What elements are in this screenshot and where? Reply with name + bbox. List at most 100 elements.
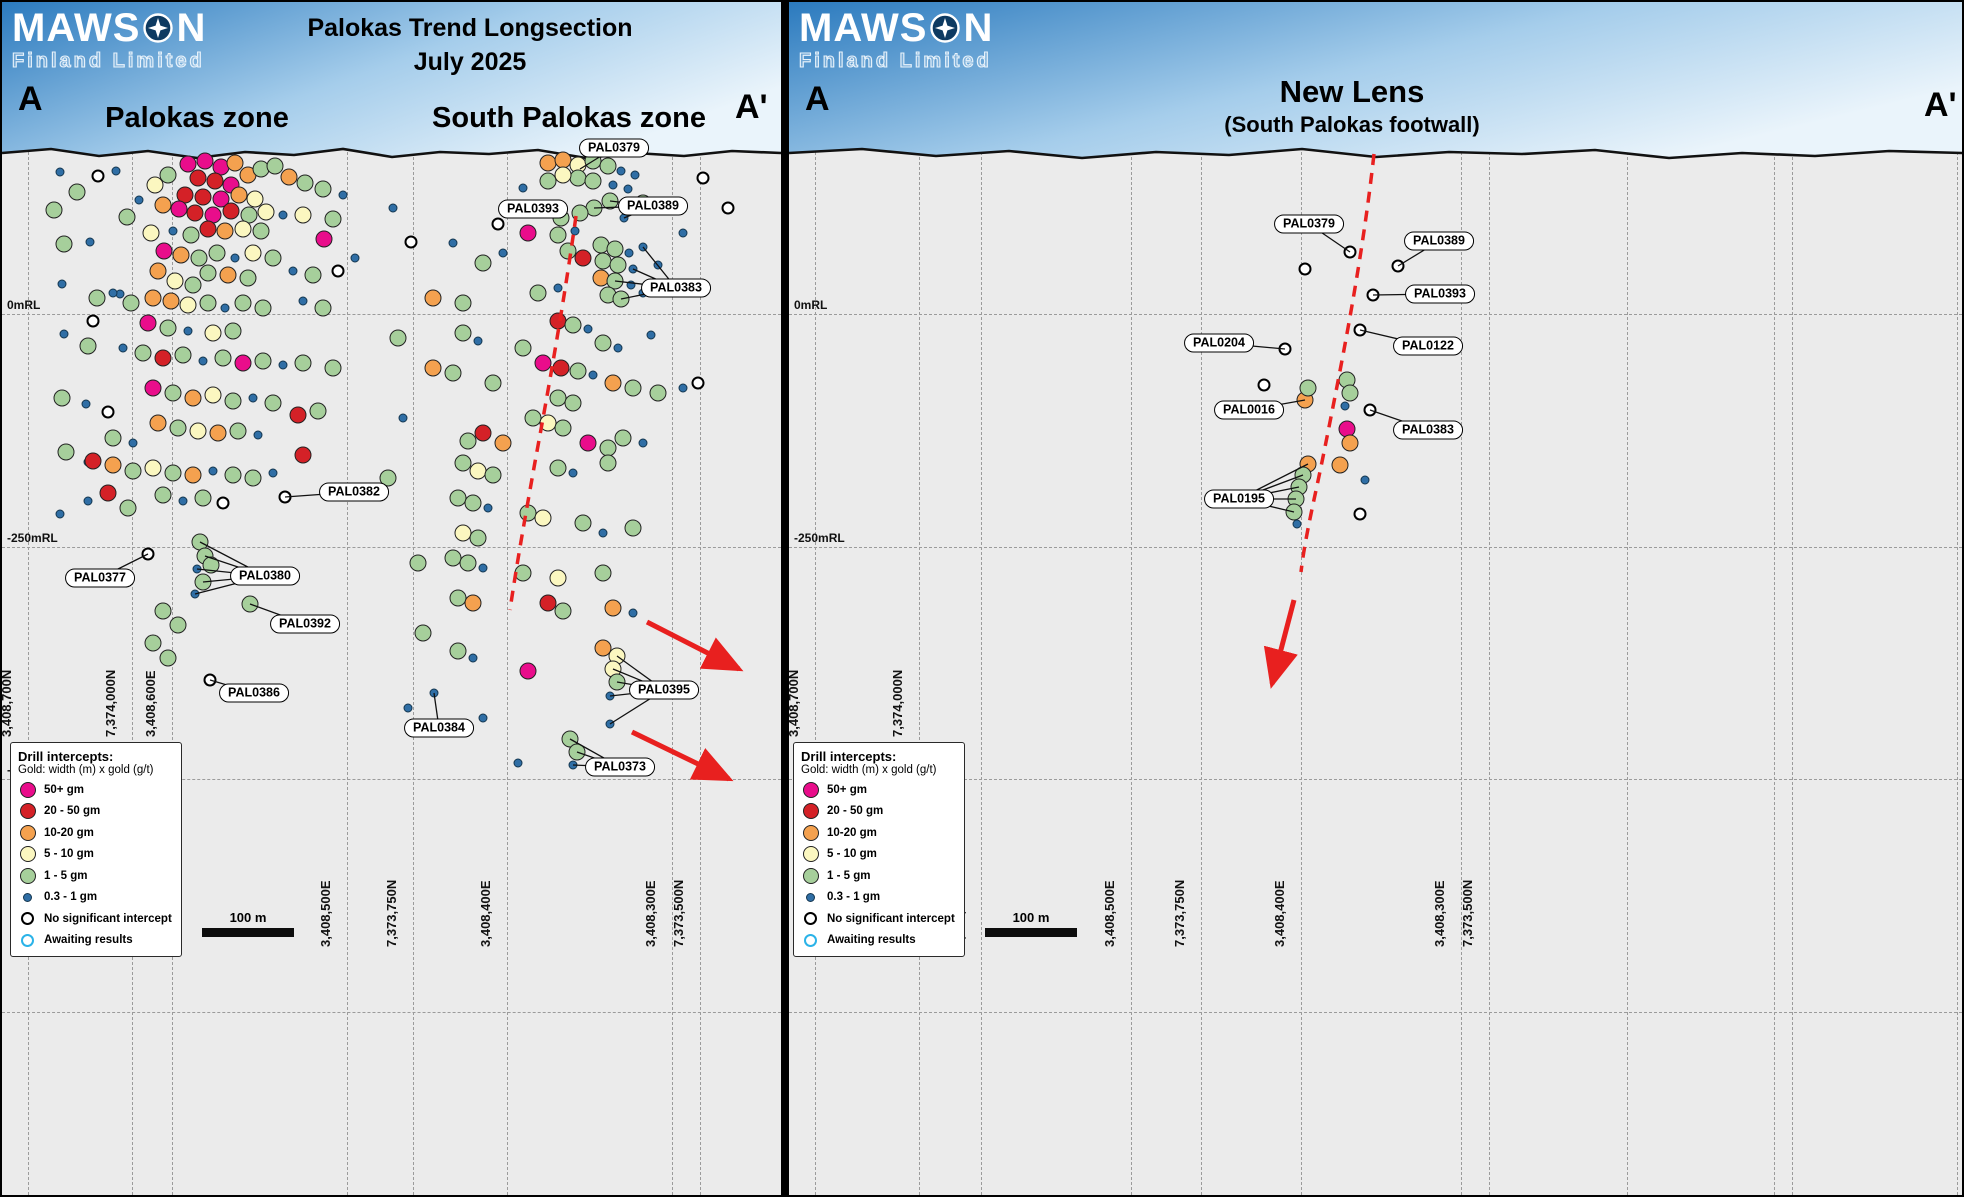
legend-swatch-g (802, 867, 819, 884)
legend-swatch-slot (801, 781, 820, 798)
intercept-dot-g (459, 554, 477, 572)
intercept-dot-g (244, 469, 262, 487)
legend-item-label: 50+ gm (827, 783, 867, 796)
section-marker-a-prime: A' (1924, 86, 1957, 124)
intercept-dot-g (55, 235, 73, 253)
intercept-dot-g (118, 208, 136, 226)
intercept-dot-g (474, 254, 492, 272)
intercept-dot-y (204, 324, 222, 342)
intercept-dot-b (483, 503, 493, 513)
intercept-dot-b (55, 509, 65, 519)
intercept-dot-b (278, 360, 288, 370)
intercept-dot-b (628, 608, 638, 618)
legend-items: 50+ gm 20 - 50 gm 10-20 gm 5 - 10 gm 1 - 5 g… (801, 779, 957, 951)
intercept-dot-y (257, 203, 275, 221)
intercept-dot-g (389, 329, 407, 347)
intercept-dot-m (196, 152, 214, 170)
intercept-dot-w (91, 169, 105, 183)
legend-item-label: No significant intercept (827, 912, 955, 925)
legend-swatch-slot (18, 824, 37, 841)
grid-line-vertical (507, 142, 508, 1195)
grid-line-vertical (1774, 142, 1775, 1195)
intercept-dot-r (186, 204, 204, 222)
logo-wordmark: MAWS N (799, 8, 993, 48)
intercept-dot-b (616, 166, 626, 176)
intercept-dot-o (162, 292, 180, 310)
figure-title-line2: July 2025 (413, 47, 527, 76)
elevation-label: -250mRL (7, 531, 58, 545)
legend-item-label: Awaiting results (827, 934, 916, 947)
drillhole-label: PAL0383 (641, 278, 711, 298)
drillhole-label: PAL0380 (230, 566, 300, 586)
legend-swatch-o (19, 824, 36, 841)
intercept-dot-g (224, 392, 242, 410)
grid-line-horizontal (2, 547, 781, 548)
intercept-dot-g (119, 499, 137, 517)
legend-swatch-b (23, 892, 32, 902)
scale-bar-label: 100 m (229, 910, 267, 925)
intercept-dot-g (254, 299, 272, 317)
grid-line-vertical (1957, 142, 1958, 1195)
intercept-dot-w (216, 496, 230, 510)
intercept-dot-b (478, 713, 488, 723)
legend-item: 50+ gm (18, 779, 174, 801)
intercept-dot-o (594, 639, 612, 657)
elevation-label: -250mRL (794, 531, 845, 545)
intercept-dot-o (226, 154, 244, 172)
logo-text-suffix: N (963, 6, 994, 50)
intercept-dot-b (613, 343, 623, 353)
legend-item-label: 20 - 50 gm (827, 805, 884, 818)
legend-title: Drill intercepts: (18, 749, 114, 764)
intercept-dot-m (155, 242, 173, 260)
drill-intercepts-layer (2, 2, 781, 1195)
intercept-dot-o (464, 594, 482, 612)
intercept-dot-b (624, 248, 634, 258)
intercept-dot-g (444, 364, 462, 382)
intercept-dot-g (45, 201, 63, 219)
intercept-dot-g (324, 359, 342, 377)
intercept-dot-b (678, 228, 688, 238)
intercept-dot-b (638, 438, 648, 448)
legend-swatch-slot (801, 824, 820, 841)
compass-icon (143, 13, 174, 43)
legend-item: Awaiting results (18, 930, 174, 952)
grid-line-vertical (172, 142, 173, 1195)
legend-swatch-y (802, 846, 819, 863)
intercept-dot-g (454, 454, 472, 472)
intercept-dot-r (194, 188, 212, 206)
legend-swatch-g (19, 867, 36, 884)
grid-line-vertical (347, 142, 348, 1195)
intercept-dot-o (144, 289, 162, 307)
legend-swatch-y (19, 846, 36, 863)
intercept-dot-b (208, 466, 218, 476)
intercept-dot-g (264, 394, 282, 412)
legend: Drill intercepts: Gold: width (m) x gold… (10, 742, 182, 957)
elevation-label: 0mRL (7, 298, 41, 312)
intercept-dot-b (608, 180, 618, 190)
drillhole-label: PAL0379 (579, 138, 649, 158)
grid-line-vertical (981, 142, 982, 1195)
scale-bar-rect (985, 928, 1077, 937)
intercept-dot-g (454, 294, 472, 312)
intercept-dot-g (214, 349, 232, 367)
intercept-dot-m (315, 230, 333, 248)
legend-item: 10-20 gm (801, 822, 957, 844)
legend-swatch-b (806, 892, 815, 902)
zone-label-new-lens: New Lens (1279, 74, 1425, 109)
legend-swatch-w (804, 912, 817, 926)
intercept-dot-o (424, 359, 442, 377)
intercept-dot-w (331, 264, 345, 278)
panel-palokas-longsection: 0mRL-250mRL-500mRL3,408,700N7,374,000N3,… (2, 2, 781, 1195)
intercept-dot-g (449, 642, 467, 660)
legend-swatch-slot (801, 803, 820, 820)
legend-swatch-slot (801, 846, 820, 863)
intercept-dot-w (691, 376, 705, 390)
intercept-dot-g (124, 462, 142, 480)
intercept-dot-g (484, 466, 502, 484)
legend-item: No significant intercept (18, 908, 174, 930)
intercept-dot-b (57, 279, 67, 289)
drillhole-labels-layer: PAL0379 PAL0393 PAL0389 PAL0383 PAL0382 PAL03… (2, 2, 781, 1195)
legend-item: 50+ gm (801, 779, 957, 801)
sky-and-ground-surface (2, 2, 781, 160)
